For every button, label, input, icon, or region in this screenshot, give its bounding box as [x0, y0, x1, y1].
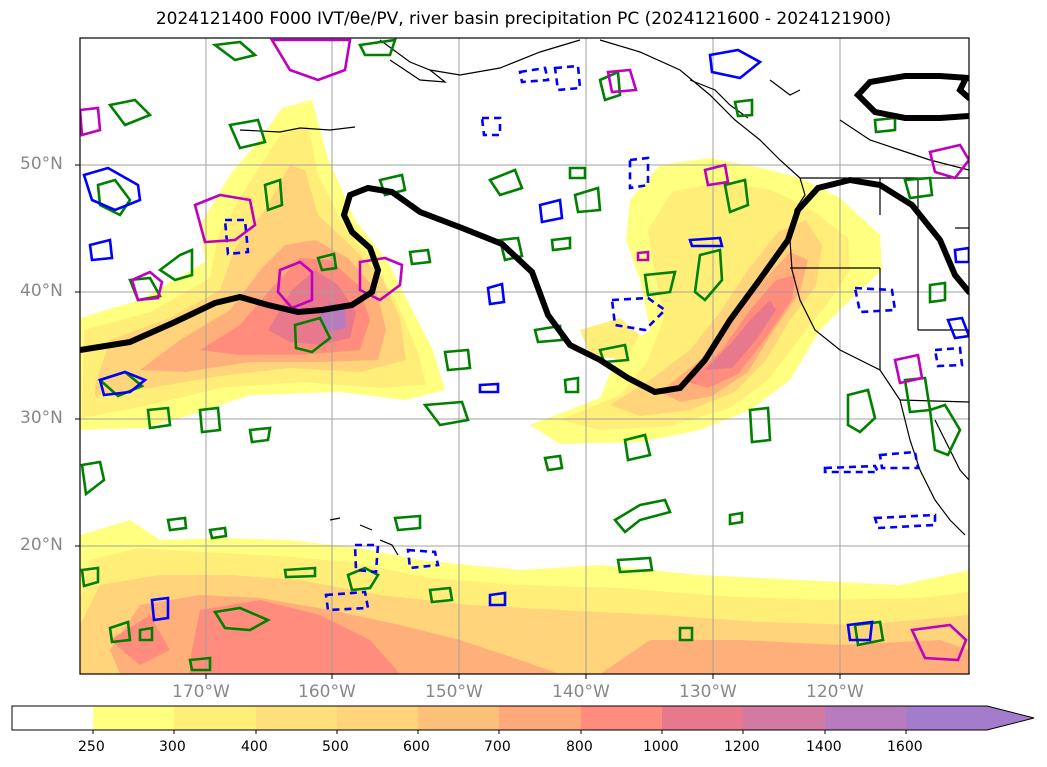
jet-line	[80, 73, 969, 396]
colorbar	[11, 705, 1035, 734]
colorbar-tick-1400: 1400	[806, 739, 842, 755]
precip-contours	[80, 38, 969, 662]
pv-contours-dashed	[223, 64, 964, 612]
lat-label-50n: 50°N	[20, 154, 63, 174]
lon-label-170w: 170°W	[172, 682, 230, 702]
lon-label-150w: 150°W	[425, 682, 483, 702]
colorbar-tick-800: 800	[566, 739, 593, 755]
colorbar-tick-1600: 1600	[887, 739, 923, 755]
lon-label-130w: 130°W	[679, 682, 737, 702]
ivt-band-600-south-e	[600, 640, 969, 674]
ivt-band-1000-east	[705, 300, 776, 370]
lat-label-30n: 30°N	[20, 408, 63, 428]
colorbar-tick-700: 700	[484, 739, 511, 755]
lat-label-20n: 20°N	[20, 535, 63, 555]
colorbar-tick-600: 600	[403, 739, 430, 755]
colorbar-tick-1000: 1000	[643, 739, 679, 755]
ivt-band-800-south	[190, 600, 400, 674]
lon-label-120w: 120°W	[806, 682, 864, 702]
colorbar-tick-250: 250	[78, 739, 105, 755]
lat-label-40n: 40°N	[20, 281, 63, 301]
colorbar-tick-1200: 1200	[724, 739, 760, 755]
colorbar-tick-300: 300	[159, 739, 186, 755]
lon-label-160w: 160°W	[298, 682, 356, 702]
lon-label-140w: 140°W	[552, 682, 610, 702]
graticule	[80, 38, 969, 674]
plot-frame	[79, 37, 970, 675]
axis-ticks	[75, 164, 841, 679]
pv-contours	[82, 48, 969, 642]
colorbar-tick-400: 400	[241, 739, 268, 755]
map-title: 2024121400 F000 IVT/θe/PV, river basin p…	[155, 9, 892, 29]
colorbar-tick-500: 500	[322, 739, 349, 755]
theta-e-contours	[80, 38, 962, 672]
